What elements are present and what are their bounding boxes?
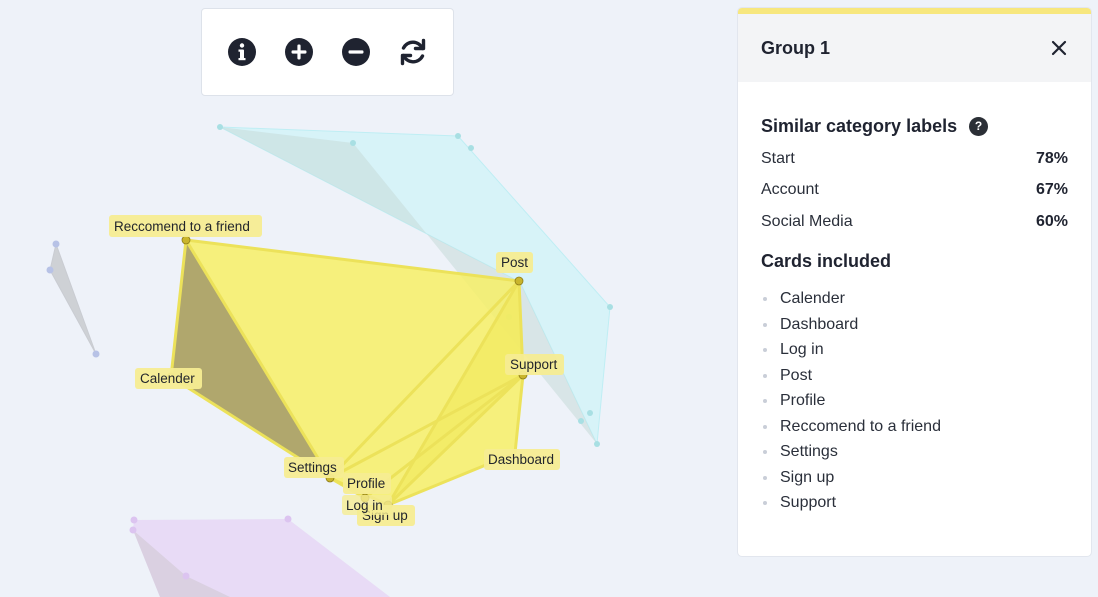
node-label-recommend[interactable]: Reccomend to a friend bbox=[109, 215, 262, 237]
node-label-login-text: Log in bbox=[346, 498, 383, 513]
bullet-icon bbox=[763, 322, 767, 327]
card-list-item: Support bbox=[761, 491, 1068, 517]
cluster-cyan[interactable] bbox=[217, 124, 613, 447]
similar-labels-title: Similar category labels bbox=[761, 115, 958, 136]
bullet-icon bbox=[763, 348, 767, 353]
node-label-profile[interactable]: Profile bbox=[343, 473, 391, 494]
node-label-recommend-text: Reccomend to a friend bbox=[114, 219, 250, 234]
card-name: Support bbox=[780, 494, 837, 512]
similar-label-percent: 78% bbox=[1035, 149, 1068, 167]
zoom-in-button[interactable] bbox=[282, 35, 316, 69]
card-list-item: Calender bbox=[761, 287, 1068, 313]
diagram-toolbar bbox=[201, 8, 454, 96]
node-label-settings-text: Settings bbox=[288, 460, 337, 475]
close-button[interactable] bbox=[1049, 38, 1069, 58]
cluster-group-1[interactable] bbox=[166, 235, 528, 510]
group-details-panel: Group 1 Similar category labels ? Start … bbox=[737, 7, 1092, 557]
similar-label-name: Social Media bbox=[761, 212, 853, 230]
panel-title: Group 1 bbox=[761, 37, 831, 58]
card-list-item: Post bbox=[761, 363, 1068, 389]
node-label-settings[interactable]: Settings bbox=[284, 457, 344, 478]
card-list-item: Dashboard bbox=[761, 312, 1068, 338]
bullet-icon bbox=[763, 297, 767, 302]
card-name: Calender bbox=[780, 290, 845, 308]
cards-list: Calender Dashboard Log in Post Profile R… bbox=[761, 287, 1068, 517]
similar-label-row: Start 78% bbox=[761, 143, 1068, 175]
node-label-dashboard-text: Dashboard bbox=[488, 452, 554, 467]
cluster-grey[interactable] bbox=[46, 240, 100, 358]
bullet-icon bbox=[763, 475, 767, 480]
cards-included-title: Cards included bbox=[761, 251, 892, 271]
panel-body: Similar category labels ? Start 78% Acco… bbox=[738, 115, 1091, 516]
zoom-out-button[interactable] bbox=[339, 35, 373, 69]
reset-button[interactable] bbox=[396, 35, 430, 69]
bullet-icon bbox=[763, 399, 767, 404]
cluster-purple[interactable] bbox=[129, 515, 391, 597]
similar-label-name: Account bbox=[761, 181, 819, 199]
card-list-item: Settings bbox=[761, 440, 1068, 466]
refresh-icon bbox=[400, 38, 425, 66]
bullet-icon bbox=[763, 373, 767, 378]
node-label-login[interactable]: Log in bbox=[342, 495, 392, 515]
bullet-icon bbox=[763, 424, 767, 429]
similar-label-row: Social Media 60% bbox=[761, 206, 1068, 238]
card-name: Settings bbox=[780, 443, 838, 461]
node-label-calender-text: Calender bbox=[140, 371, 195, 386]
bullet-icon bbox=[763, 501, 767, 506]
card-name: Reccomend to a friend bbox=[780, 417, 941, 435]
similar-label-name: Start bbox=[761, 149, 795, 167]
node-label-post-text: Post bbox=[501, 255, 528, 270]
similar-label-percent: 60% bbox=[1035, 212, 1068, 230]
info-icon bbox=[228, 38, 257, 66]
info-button[interactable] bbox=[225, 35, 259, 69]
plus-circle-icon bbox=[285, 38, 314, 66]
node-label-support[interactable]: Support bbox=[505, 354, 564, 375]
similar-labels-list: Start 78% Account 67% Social Media 60% bbox=[761, 143, 1068, 238]
node-label-profile-text: Profile bbox=[347, 476, 385, 491]
card-name: Log in bbox=[780, 341, 824, 359]
node-labels: Reccomend to a friend Post Support Calen… bbox=[109, 215, 564, 526]
card-name: Sign up bbox=[780, 468, 835, 486]
panel-accent-bar bbox=[738, 8, 1091, 14]
cards-included-heading: Cards included bbox=[761, 251, 1068, 273]
node-label-dashboard[interactable]: Dashboard bbox=[484, 449, 560, 470]
close-icon bbox=[1051, 40, 1067, 56]
bullet-icon bbox=[763, 450, 767, 455]
minus-circle-icon bbox=[341, 38, 370, 66]
card-list-item: Profile bbox=[761, 389, 1068, 415]
node-label-post[interactable]: Post bbox=[496, 252, 533, 273]
panel-header: Group 1 bbox=[738, 14, 1091, 82]
node-label-calender[interactable]: Calender bbox=[135, 368, 202, 389]
help-icon[interactable]: ? bbox=[969, 116, 989, 136]
similar-label-row: Account 67% bbox=[761, 175, 1068, 207]
card-name: Dashboard bbox=[780, 315, 859, 333]
similar-label-percent: 67% bbox=[1035, 181, 1068, 199]
card-name: Profile bbox=[780, 392, 826, 410]
similar-labels-heading: Similar category labels ? bbox=[761, 115, 1068, 137]
card-list-item: Log in bbox=[761, 338, 1068, 364]
card-list-item: Sign up bbox=[761, 465, 1068, 491]
card-list-item: Reccomend to a friend bbox=[761, 414, 1068, 440]
node-label-support-text: Support bbox=[510, 357, 558, 372]
card-name: Post bbox=[780, 366, 813, 384]
